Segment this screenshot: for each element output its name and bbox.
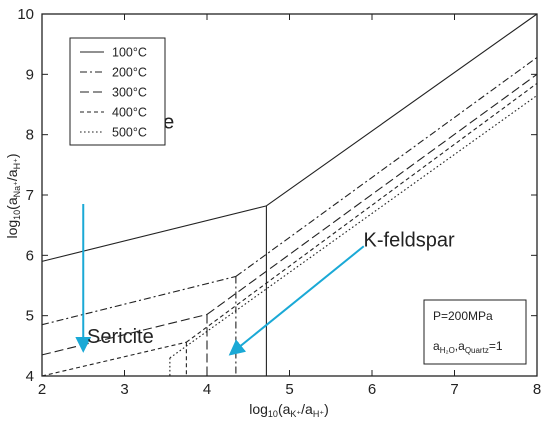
- phase-boundary-lines: [41, 13, 538, 377]
- y-title-na: Na⁺: [12, 181, 22, 198]
- y-tick-label-9: 9: [26, 66, 34, 83]
- boundary-line-3-1: [41, 313, 208, 356]
- activity-label: aH₂O,aQuartz=1: [433, 339, 503, 355]
- legend-label-2: 200°C: [112, 66, 147, 80]
- x-tick-label-2: 2: [38, 381, 46, 398]
- activity-equals: =1: [489, 339, 503, 353]
- y-title-h: H⁺: [12, 158, 22, 169]
- x-title-base: 10: [268, 409, 278, 419]
- x-tick-label-5: 5: [285, 381, 293, 398]
- conditions-box: [423, 299, 527, 365]
- x-tick-label-4: 4: [203, 381, 211, 398]
- y-tick-label-6: 6: [26, 247, 34, 264]
- x-tick-label-7: 7: [450, 381, 458, 398]
- trend-arrow-2: [228, 245, 365, 356]
- boundary-line-3-2: [206, 73, 538, 315]
- y-tick-label-4: 4: [26, 368, 34, 385]
- y-tick-label-7: 7: [26, 187, 34, 204]
- y-axis-title: log10(aNa⁺/aH⁺): [4, 153, 22, 238]
- boundary-line-2-2: [235, 56, 538, 277]
- y-title-a2: /a: [4, 169, 20, 181]
- region-label-kfeldspar: K-feldspar: [364, 229, 455, 251]
- boundary-line-1-2: [266, 13, 538, 207]
- y-title-log: log: [4, 220, 20, 239]
- activity-a1: a: [433, 339, 440, 353]
- axis-ticks: [41, 13, 538, 377]
- x-tick-label-3: 3: [120, 381, 128, 398]
- boundary-line-5-1: [169, 95, 538, 359]
- legend-label-1: 100°C: [112, 46, 147, 60]
- x-title-log: log: [249, 401, 268, 417]
- axis-tick-labels: 2 3 4 5 6 7 8 4 5 6 7 8 9 10: [17, 6, 541, 398]
- x-tick-label-8: 8: [533, 381, 541, 398]
- legend: 100°C 200°C 300°C 400°C 500°C: [69, 37, 166, 146]
- activity-quartz-subscript: Quartz: [465, 346, 489, 355]
- y-tick-label-5: 5: [26, 308, 34, 325]
- legend-label-3: 300°C: [112, 86, 147, 100]
- legend-label-4: 400°C: [112, 106, 147, 120]
- x-title-a1: (a: [278, 401, 291, 417]
- y-tick-label-8: 8: [26, 127, 34, 144]
- conditions-note: P=200MPa aH₂O,aQuartz=1: [423, 299, 527, 365]
- trend-arrows: [75, 204, 365, 356]
- x-title-h: H⁺: [313, 409, 324, 419]
- y-title-base: 10: [12, 210, 22, 220]
- x-title-close: ): [324, 401, 329, 417]
- region-label-sericite: Sericite: [87, 326, 154, 348]
- x-title-k: K⁺: [290, 409, 301, 419]
- x-axis-title: log10(aK⁺/aH⁺): [249, 401, 329, 419]
- boundary-line-4-1: [41, 341, 187, 377]
- boundary-line-4-2: [186, 82, 538, 343]
- pressure-label: P=200MPa: [433, 309, 493, 323]
- x-tick-label-6: 6: [368, 381, 376, 398]
- y-title-a1: (a: [4, 197, 20, 210]
- activity-a2: ,a: [455, 339, 465, 353]
- boundary-line-2-1: [41, 275, 237, 326]
- y-title-close: ): [4, 153, 20, 158]
- legend-label-5: 500°C: [112, 126, 147, 140]
- x-title-a2: /a: [301, 401, 313, 417]
- boundary-line-1-1: [41, 205, 267, 262]
- activity-h2o-subscript: H₂O: [440, 346, 455, 355]
- y-tick-label-10: 10: [17, 6, 34, 23]
